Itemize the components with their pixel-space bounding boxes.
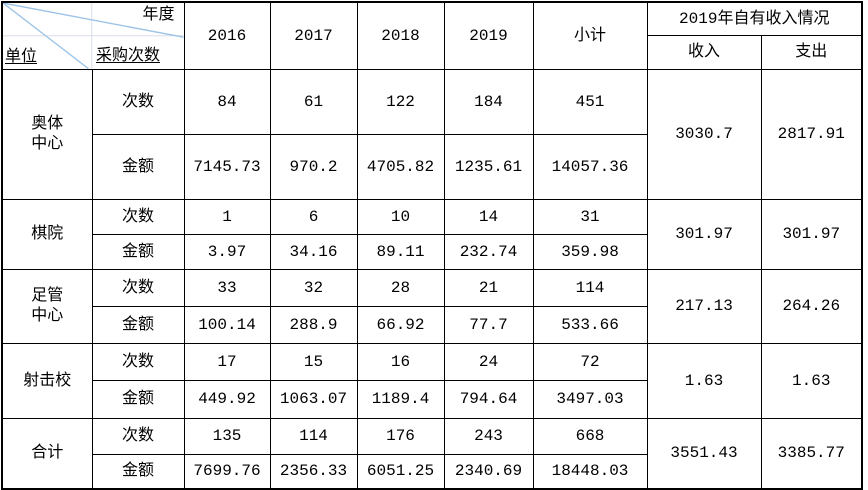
amount-cell: 232.74 xyxy=(443,233,534,270)
amount-cell: 3.97 xyxy=(183,233,271,270)
amount-cell: 34.16 xyxy=(269,233,358,270)
amount-cell: 77.7 xyxy=(443,305,534,344)
count-subtotal-cell: 114 xyxy=(532,268,648,307)
year-header: 2017 xyxy=(269,1,358,70)
amount-cell: 89.11 xyxy=(356,233,445,270)
count-cell: 15 xyxy=(269,342,358,381)
count-subtotal-cell: 668 xyxy=(532,417,648,455)
amount-subtotal-cell: 3497.03 xyxy=(532,379,648,419)
expense-cell: 264.26 xyxy=(760,268,863,344)
amount-cell: 6051.25 xyxy=(356,453,445,490)
count-cell: 17 xyxy=(183,342,271,381)
metric-label-amount: 金额 xyxy=(91,305,185,344)
count-cell: 14 xyxy=(443,198,534,235)
metric-label-amount: 金额 xyxy=(91,233,185,270)
amount-cell: 7145.73 xyxy=(183,133,271,200)
amount-cell: 7699.76 xyxy=(183,453,271,490)
count-cell: 184 xyxy=(443,68,534,135)
unit-cell-total: 合计 xyxy=(1,417,93,490)
count-cell: 10 xyxy=(356,198,445,235)
amount-cell: 4705.82 xyxy=(356,133,445,200)
amount-subtotal-cell: 359.98 xyxy=(532,233,648,270)
expense-cell: 2817.91 xyxy=(760,68,863,200)
amount-cell: 1189.4 xyxy=(356,379,445,419)
income-cell: 301.97 xyxy=(646,198,762,270)
income-group-title: 2019年自有收入情况 xyxy=(646,1,863,36)
expense-cell: 301.97 xyxy=(760,198,863,270)
amount-subtotal-cell: 18448.03 xyxy=(532,453,648,490)
amount-subtotal-cell: 14057.36 xyxy=(532,133,648,200)
diagonal-divider-lines xyxy=(3,3,183,68)
expense-total-cell: 3385.77 xyxy=(760,417,863,490)
metric-label-amount: 金额 xyxy=(91,133,185,200)
count-cell: 33 xyxy=(183,268,271,307)
expense-col-header: 支出 xyxy=(760,34,863,70)
count-cell: 1 xyxy=(183,198,271,235)
income-total-cell: 3551.43 xyxy=(646,417,762,490)
count-subtotal-cell: 72 xyxy=(532,342,648,381)
metric-label-count: 次数 xyxy=(91,198,185,235)
amount-cell: 288.9 xyxy=(269,305,358,344)
count-cell: 21 xyxy=(443,268,534,307)
count-cell: 61 xyxy=(269,68,358,135)
count-cell: 84 xyxy=(183,68,271,135)
metric-label-count: 次数 xyxy=(91,342,185,381)
amount-cell: 1235.61 xyxy=(443,133,534,200)
procurement-axis-label: 采购次数 xyxy=(96,46,161,65)
amount-subtotal-cell: 533.66 xyxy=(532,305,648,344)
count-cell: 16 xyxy=(356,342,445,381)
count-cell: 6 xyxy=(269,198,358,235)
year-header: 2018 xyxy=(356,1,445,70)
metric-label-count: 次数 xyxy=(91,268,185,307)
unit-cell: 足管 中心 xyxy=(1,268,93,344)
count-cell: 114 xyxy=(269,417,358,455)
diagonal-line-lower xyxy=(3,3,89,68)
count-cell: 24 xyxy=(443,342,534,381)
year-header: 2016 xyxy=(183,1,271,70)
income-cell: 217.13 xyxy=(646,268,762,344)
subtotal-header: 小计 xyxy=(532,1,648,70)
count-cell: 176 xyxy=(356,417,445,455)
unit-cell: 射击校 xyxy=(1,342,93,419)
count-cell: 135 xyxy=(183,417,271,455)
amount-cell: 1063.07 xyxy=(269,379,358,419)
amount-cell: 2340.69 xyxy=(443,453,534,490)
year-axis-label: 年度 xyxy=(142,6,175,24)
count-cell: 32 xyxy=(269,268,358,307)
metric-label-amount: 金额 xyxy=(91,453,185,490)
unit-cell: 奥体 中心 xyxy=(1,68,93,200)
count-cell: 28 xyxy=(356,268,445,307)
amount-cell: 100.14 xyxy=(183,305,271,344)
unit-cell: 棋院 xyxy=(1,198,93,270)
income-cell: 3030.7 xyxy=(646,68,762,200)
metric-label-amount: 金额 xyxy=(91,379,185,419)
diagonal-line-upper xyxy=(3,3,183,38)
count-cell: 243 xyxy=(443,417,534,455)
count-subtotal-cell: 451 xyxy=(532,68,648,135)
metric-label-count: 次数 xyxy=(91,68,185,135)
amount-cell: 2356.33 xyxy=(269,453,358,490)
income-col-header: 收入 xyxy=(646,34,762,70)
year-header: 2019 xyxy=(443,1,534,70)
amount-cell: 66.92 xyxy=(356,305,445,344)
amount-cell: 970.2 xyxy=(269,133,358,200)
income-cell: 1.63 xyxy=(646,342,762,419)
corner-cell: 年度 采购次数 单位 xyxy=(1,1,185,70)
count-cell: 122 xyxy=(356,68,445,135)
amount-cell: 449.92 xyxy=(183,379,271,419)
amount-cell: 794.64 xyxy=(443,379,534,419)
expense-cell: 1.63 xyxy=(760,342,863,419)
metric-label-count: 次数 xyxy=(91,417,185,455)
count-subtotal-cell: 31 xyxy=(532,198,648,235)
unit-axis-label: 单位 xyxy=(5,47,38,66)
